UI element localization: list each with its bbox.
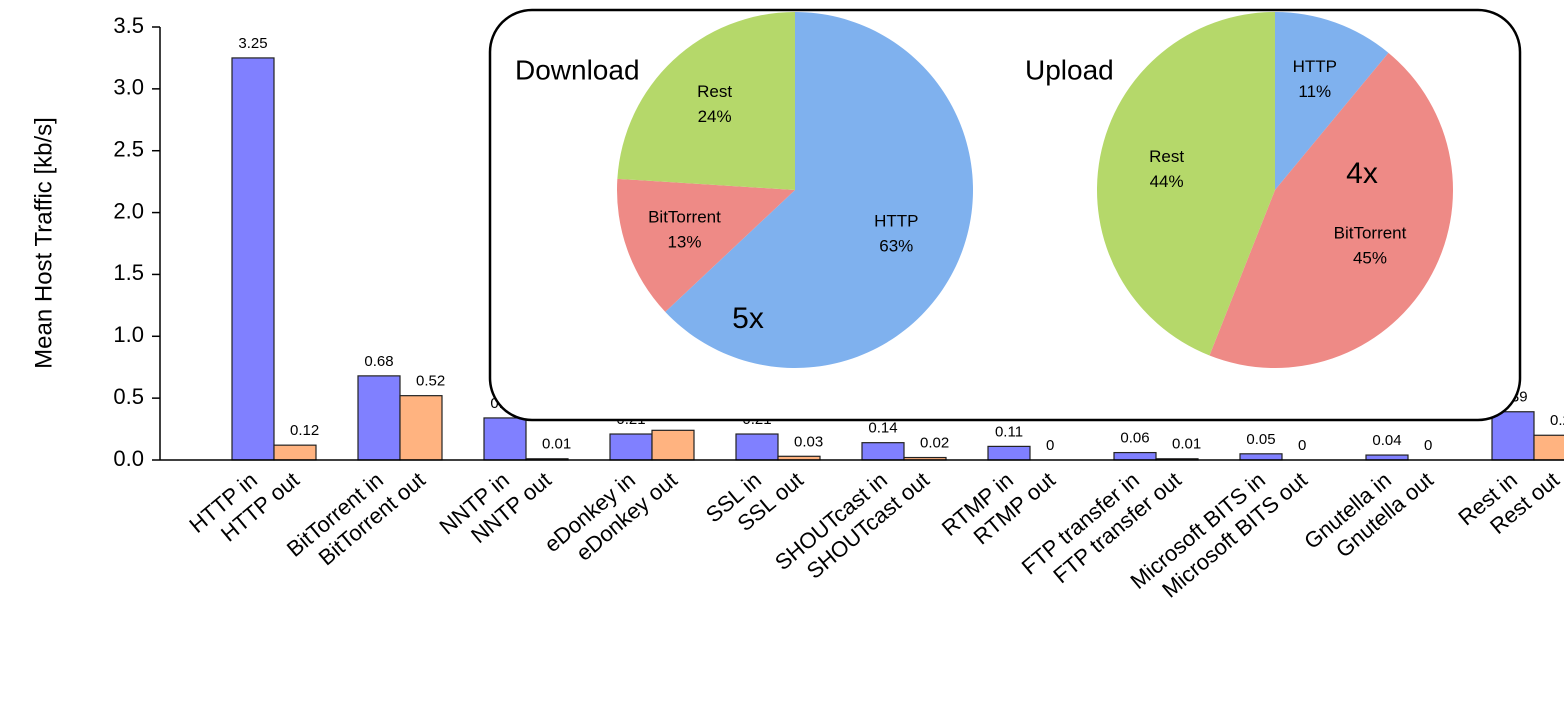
value-label: 0.03 — [794, 433, 823, 450]
slice-value: 11% — [1298, 82, 1331, 101]
slice-value: 24% — [698, 107, 732, 126]
pie-slice — [617, 178, 795, 312]
bar — [483, 417, 527, 461]
value-label: 3.25 — [238, 35, 267, 52]
slice-label: HTTP — [874, 211, 918, 230]
bar — [609, 433, 653, 461]
bar — [273, 444, 317, 461]
value-label: 0.01 — [1172, 436, 1201, 453]
value-label: 0.14 — [868, 420, 897, 437]
value-label: 0.04 — [1372, 432, 1401, 449]
bar — [399, 395, 443, 461]
pie-title: Upload — [1025, 54, 1114, 85]
pie-slice — [1096, 12, 1275, 356]
value-label: 0.06 — [1120, 430, 1149, 447]
bar — [1491, 411, 1535, 461]
y-axis-label: Mean Host Traffic [kb/s] — [30, 117, 57, 369]
bar — [1113, 451, 1157, 461]
y-tick-label: 3.5 — [113, 13, 144, 38]
y-tick-label: 1.5 — [113, 260, 144, 285]
pie-slice — [665, 12, 974, 368]
pie-title: Download — [515, 54, 640, 85]
bar — [231, 57, 275, 461]
y-tick-label: 0.0 — [113, 446, 144, 471]
value-label: 0 — [1046, 437, 1054, 454]
value-label: 0.12 — [290, 422, 319, 439]
value-label: 0.52 — [416, 373, 445, 390]
bar — [1239, 453, 1283, 461]
pie-slice — [1275, 12, 1389, 190]
slice-value: 13% — [667, 232, 701, 251]
pie-slice — [1209, 52, 1453, 368]
bar — [987, 445, 1031, 461]
bar — [1533, 434, 1564, 461]
bar — [651, 429, 695, 461]
slice-label: HTTP — [1293, 57, 1337, 76]
slice-label: Rest — [1149, 147, 1184, 166]
pie-slice — [617, 12, 795, 190]
slice-value: 45% — [1353, 249, 1387, 268]
value-label: 0.68 — [364, 353, 393, 370]
bar — [861, 442, 905, 461]
y-tick-label: 0.5 — [113, 384, 144, 409]
value-label: 0.2 — [1550, 412, 1564, 429]
y-tick-label: 2.5 — [113, 137, 144, 162]
slice-value: 63% — [879, 236, 913, 255]
value-label: 0.01 — [542, 436, 571, 453]
slice-label: BitTorrent — [648, 207, 721, 226]
value-label: 0 — [1424, 437, 1432, 454]
value-label: 0 — [1298, 437, 1306, 454]
bar — [357, 375, 401, 461]
value-label: 0.02 — [920, 434, 949, 451]
y-tick-label: 1.0 — [113, 322, 144, 347]
y-tick-label: 3.0 — [113, 75, 144, 100]
pie-annotation: 4x — [1346, 157, 1378, 190]
slice-label: BitTorrent — [1334, 224, 1407, 243]
y-tick-label: 2.0 — [113, 198, 144, 223]
bar — [735, 433, 779, 461]
pie-annotation: 5x — [732, 302, 764, 335]
slice-label: Rest — [697, 82, 732, 101]
slice-value: 44% — [1150, 172, 1184, 191]
value-label: 0.05 — [1246, 431, 1275, 448]
value-label: 0.11 — [995, 423, 1023, 440]
